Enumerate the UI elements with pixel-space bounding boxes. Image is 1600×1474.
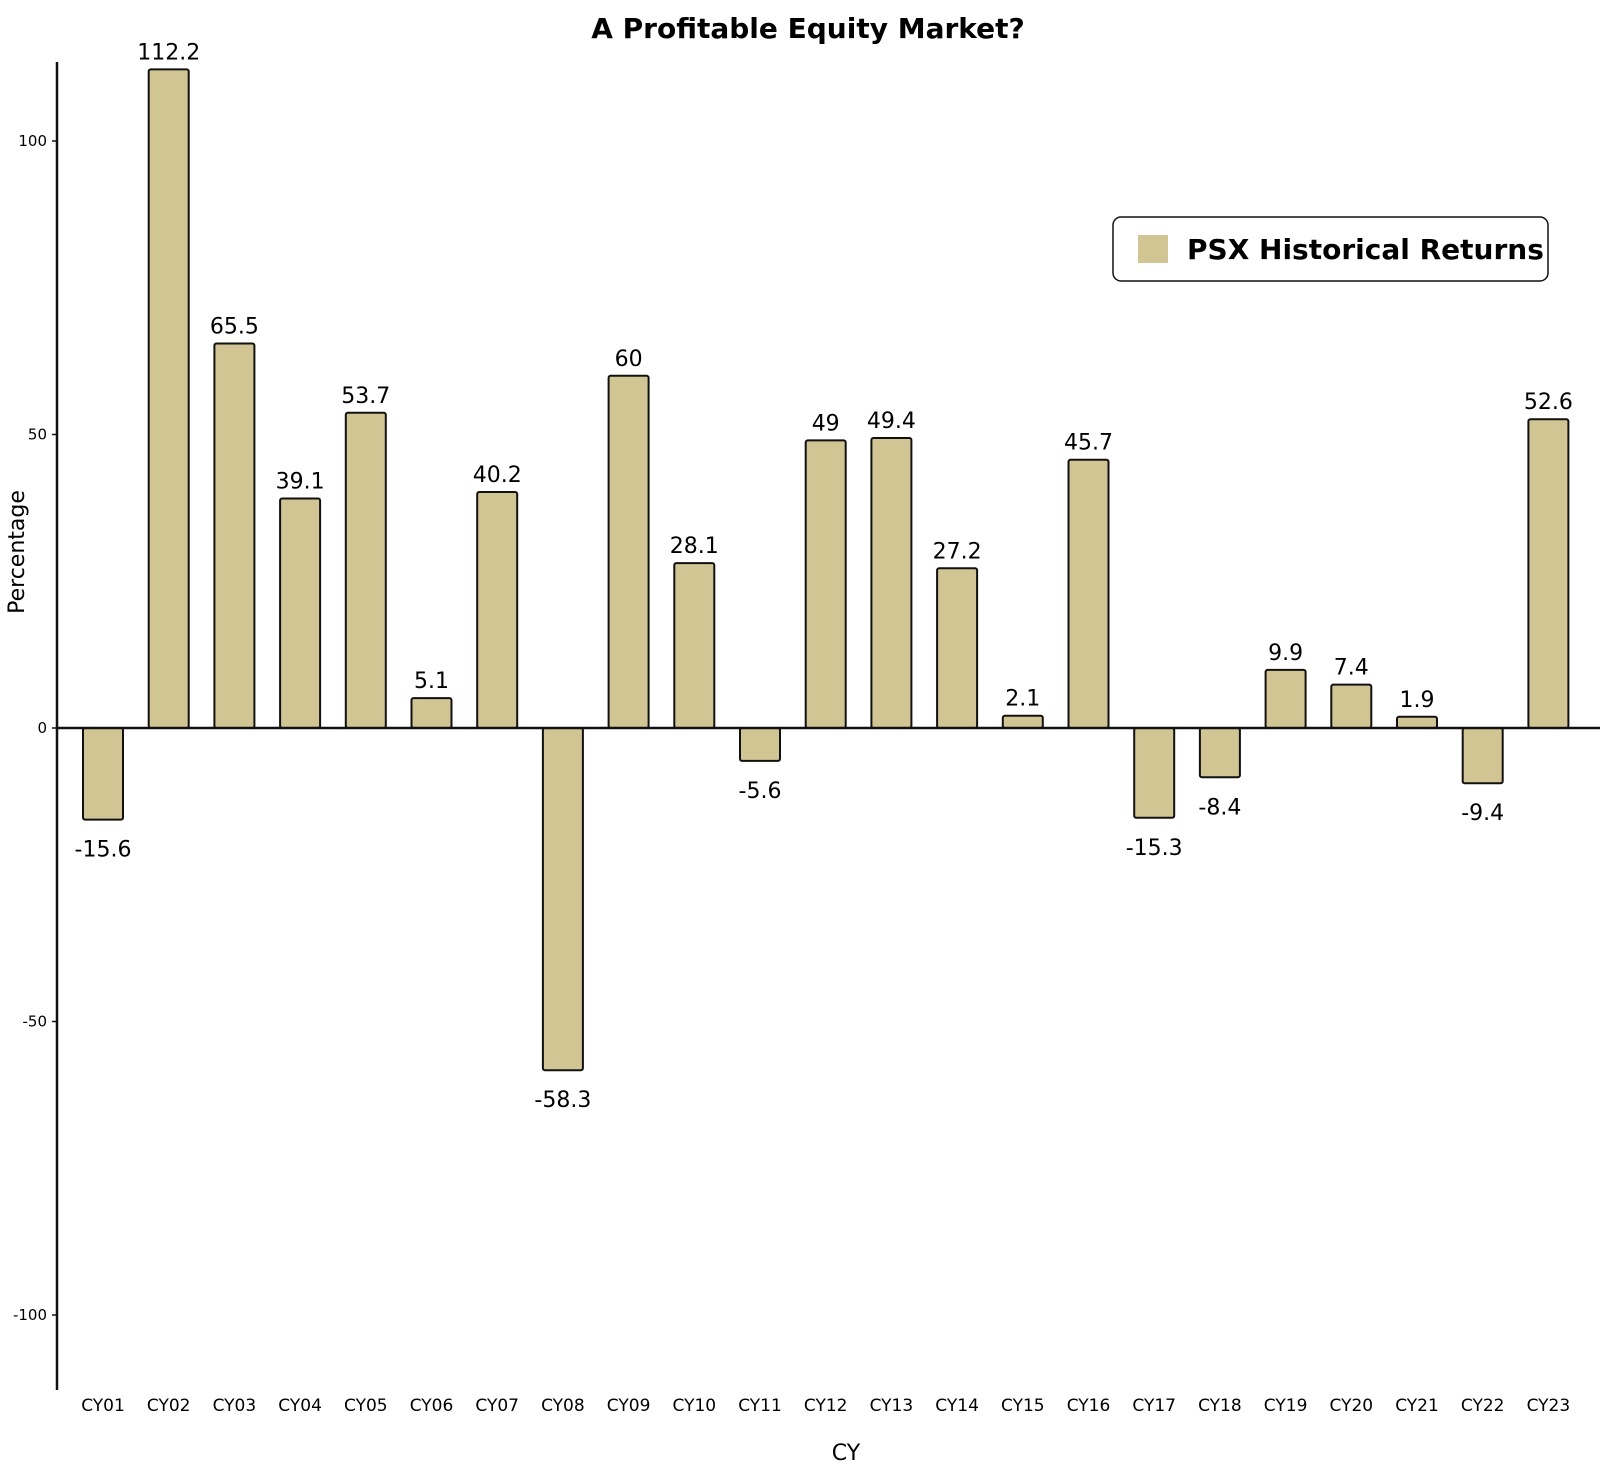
bar-cy03 [213,342,256,729]
bar-cy02 [147,68,190,729]
legend-swatch [1138,235,1168,263]
x-tick-label-cy05: CY05 [344,1396,388,1416]
bar-cy22 [1461,727,1504,785]
chart-title: A Profitable Equity Market? [591,12,1025,45]
bar-cy20 [1330,683,1373,729]
x-axis-label: CY [832,1441,861,1466]
x-tick-label-cy16: CY16 [1067,1396,1111,1416]
data-label-cy11: -5.6 [739,779,782,804]
bar-cy17 [1133,727,1176,819]
data-label-cy01: -15.6 [75,838,132,863]
x-tick-label-cy21: CY21 [1395,1396,1439,1416]
bar-cy23 [1527,418,1570,729]
y-tick-label: 0 [37,719,47,737]
x-ticks-layer: CY01 CY02 CY03 CY04 CY05 CY06 CY07 CY08 CY09 CY10… [81,1396,1570,1416]
bar-cy06 [410,697,453,729]
x-tick-label-cy04: CY04 [278,1396,322,1416]
x-tick-label-cy08: CY08 [541,1396,585,1416]
bar-cy19 [1264,668,1307,730]
y-tick-label: -50 [23,1013,48,1031]
x-tick-label-cy09: CY09 [607,1396,651,1416]
data-label-cy15: 2.1 [1005,687,1040,712]
data-label-cy21: 1.9 [1400,688,1435,713]
data-label-cy17: -15.3 [1126,836,1183,861]
y-ticks-layer: 100 50 0 -50 -100 [13,132,57,1324]
x-tick-label-cy17: CY17 [1132,1396,1176,1416]
x-tick-label-cy12: CY12 [804,1396,848,1416]
data-label-cy02: 112.2 [137,40,200,65]
bars-layer [82,68,1570,1072]
bar-cy18 [1198,727,1241,779]
x-tick-label-cy15: CY15 [1001,1396,1045,1416]
x-tick-label-cy14: CY14 [935,1396,979,1416]
x-tick-label-cy22: CY22 [1461,1396,1505,1416]
y-tick-label: 50 [28,426,47,444]
bar-cy12 [804,439,847,729]
bar-cy15 [1001,714,1044,730]
bar-cy16 [1067,458,1110,729]
data-label-cy03: 65.5 [210,315,259,340]
x-tick-label-cy03: CY03 [213,1396,257,1416]
x-tick-label-cy01: CY01 [81,1396,125,1416]
y-tick-label: 100 [18,132,47,150]
data-label-cy04: 39.1 [276,470,325,495]
x-tick-label-cy23: CY23 [1527,1396,1571,1416]
x-tick-label-cy19: CY19 [1264,1396,1308,1416]
bar-cy05 [344,411,387,729]
data-label-cy19: 9.9 [1268,641,1303,666]
data-label-cy14: 27.2 [933,539,982,564]
legend: PSX Historical Returns [1112,216,1549,282]
bar-cy08 [541,727,584,1072]
data-label-cy20: 7.4 [1334,656,1369,681]
legend-box [1112,216,1549,282]
data-label-cy18: -8.4 [1198,795,1241,820]
bar-cy14 [936,567,979,729]
x-tick-label-cy11: CY11 [738,1396,782,1416]
y-tick-label: -100 [13,1306,47,1324]
x-tick-label-cy06: CY06 [410,1396,454,1416]
bar-cy13 [870,437,913,729]
data-label-cy23: 52.6 [1524,390,1573,415]
data-label-cy13: 49.4 [867,409,916,434]
x-tick-label-cy13: CY13 [870,1396,914,1416]
x-tick-label-cy10: CY10 [673,1396,717,1416]
data-label-cy06: 5.1 [414,669,449,694]
data-label-cy07: 40.2 [473,463,522,488]
bar-cy04 [279,497,322,729]
x-tick-label-cy18: CY18 [1198,1396,1242,1416]
x-tick-label-cy02: CY02 [147,1396,191,1416]
data-labels-layer: -15.6 112.2 65.5 39.1 53.7 5.1 40.2 -58.3 60 28.1… [75,40,1573,1113]
bar-cy11 [739,727,781,762]
data-label-cy12: 49 [812,411,840,436]
data-label-cy05: 53.7 [341,384,390,409]
bar-cy10 [673,562,716,729]
y-axis-label: Percentage [5,490,30,614]
x-tick-label-cy20: CY20 [1330,1396,1374,1416]
bar-cy21 [1396,715,1438,729]
data-label-cy16: 45.7 [1064,431,1113,456]
data-label-cy09: 60 [615,347,643,372]
legend-label: PSX Historical Returns [1187,233,1544,266]
bar-cy01 [82,727,124,821]
data-label-cy10: 28.1 [670,534,719,559]
data-label-cy08: -58.3 [534,1088,591,1113]
x-tick-label-cy07: CY07 [475,1396,519,1416]
bar-cy07 [476,491,519,729]
bar-cy09 [607,374,650,729]
data-label-cy22: -9.4 [1461,801,1504,826]
